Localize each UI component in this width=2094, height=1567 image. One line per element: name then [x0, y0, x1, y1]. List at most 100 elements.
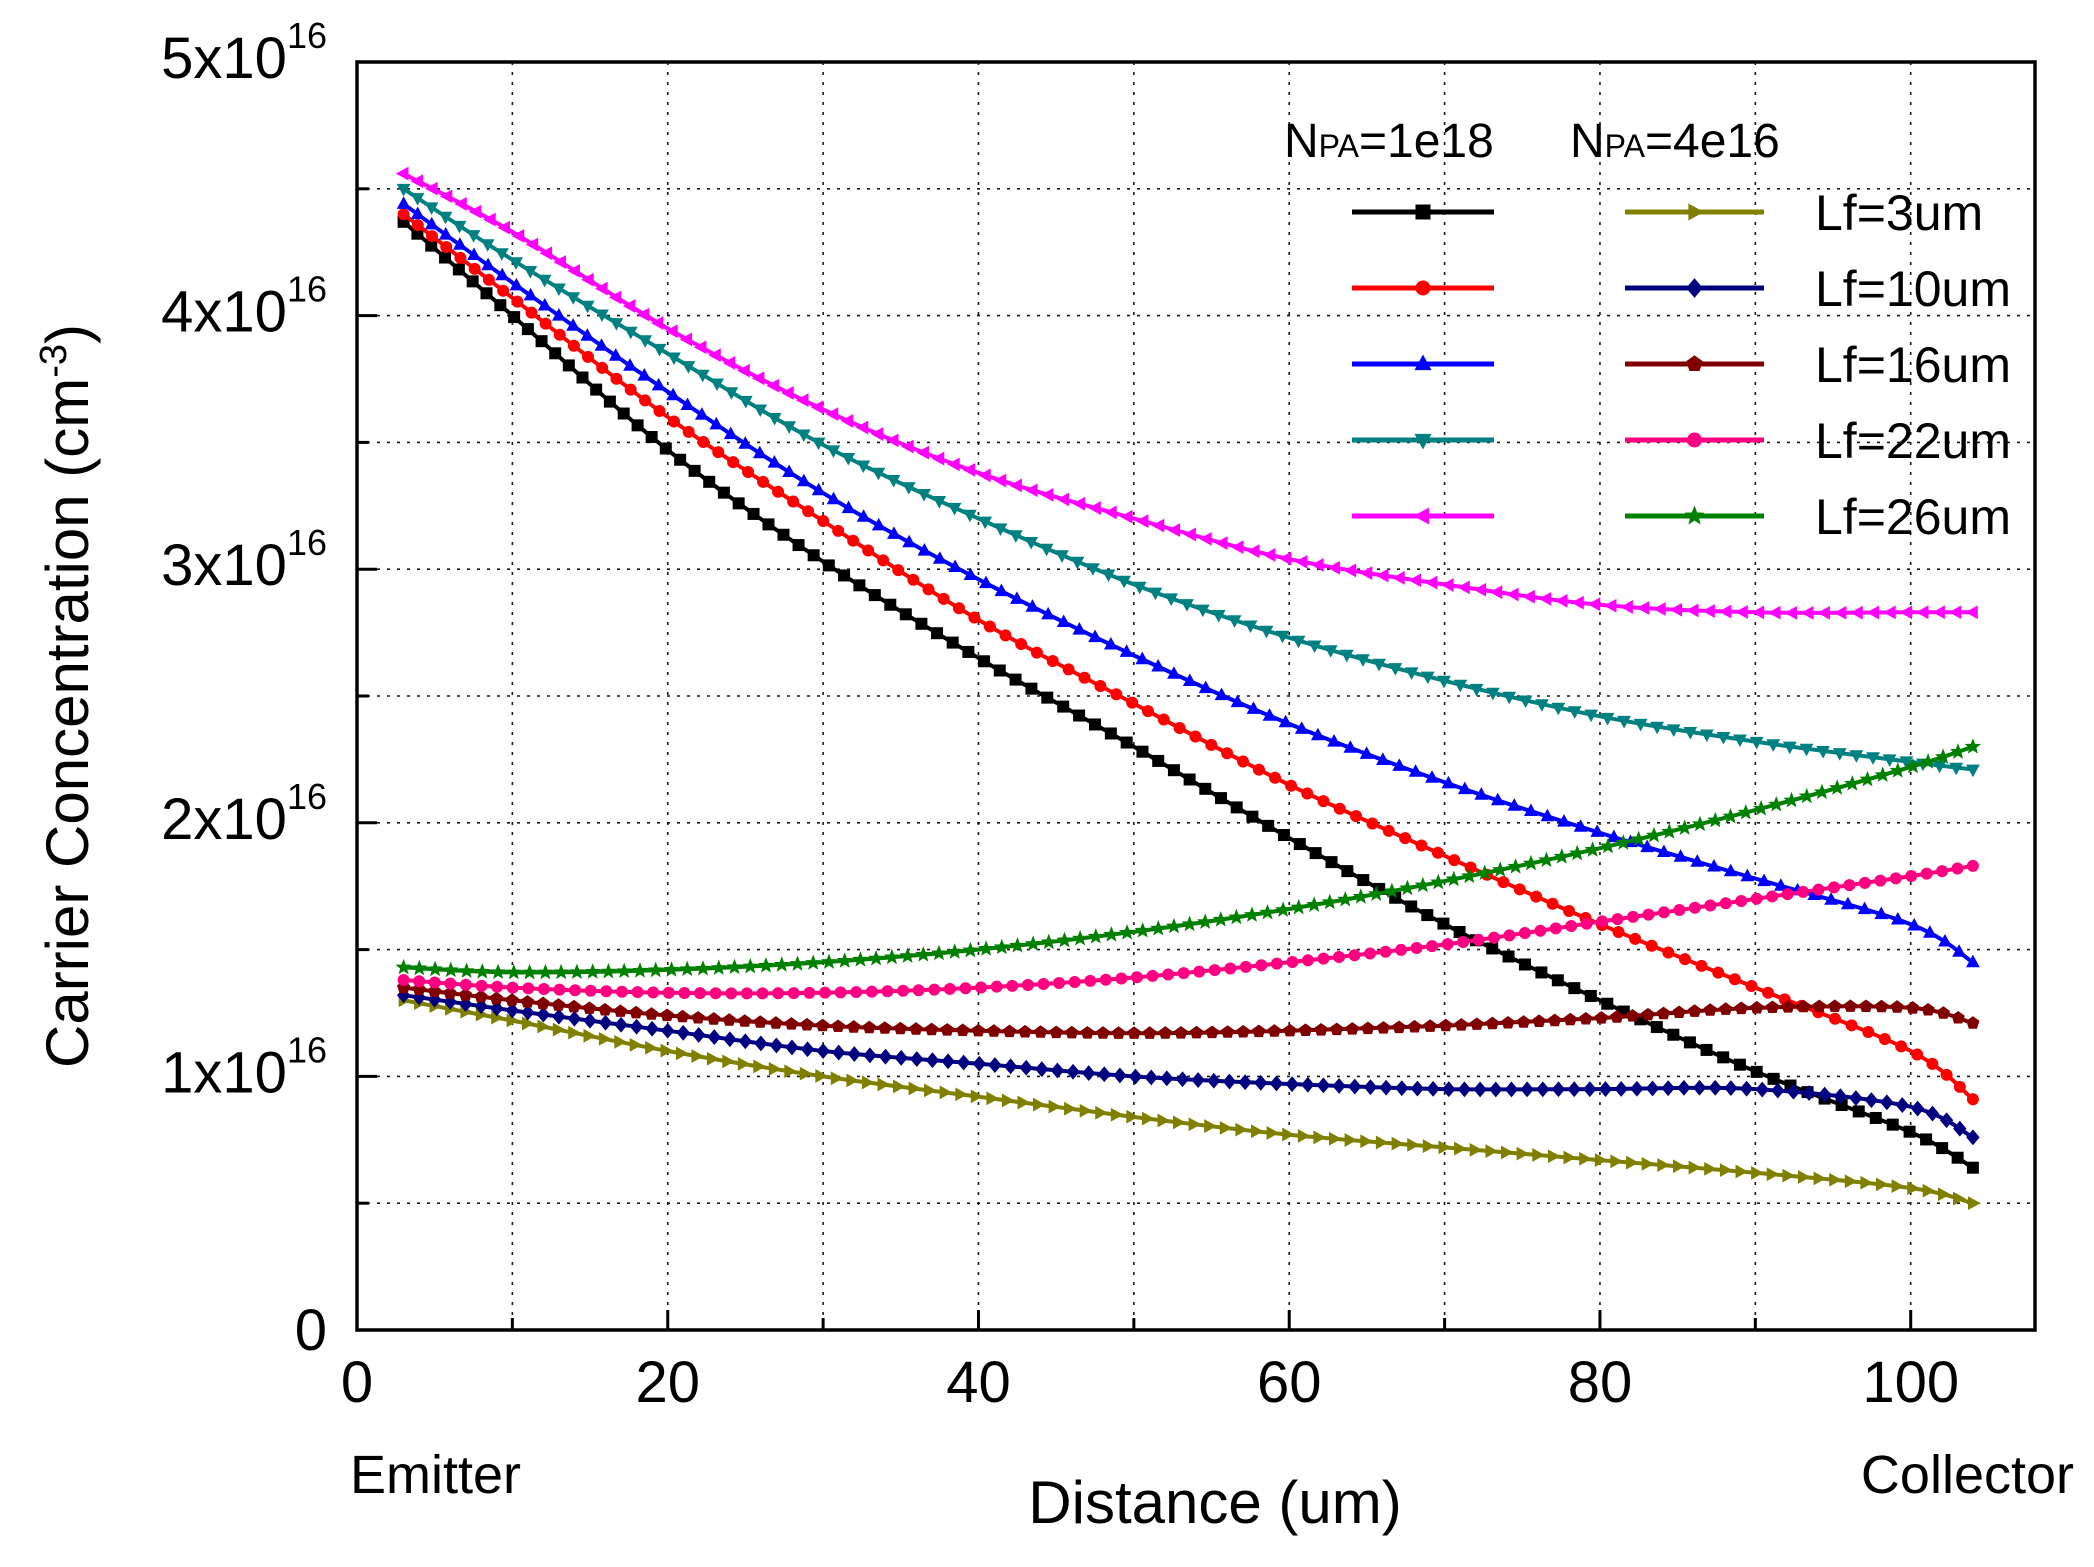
data-point [1773, 878, 1788, 891]
data-point [1341, 865, 1354, 878]
data-point [1880, 1094, 1894, 1111]
data-point [426, 960, 444, 977]
data-point [940, 1023, 954, 1036]
data-point [1360, 1134, 1373, 1149]
data-point [707, 1012, 721, 1025]
data-point [1895, 1040, 1908, 1053]
data-point [994, 583, 1009, 597]
data-point [397, 974, 410, 986]
data-point [553, 255, 566, 269]
data-point [1650, 721, 1665, 735]
data-point [1584, 989, 1597, 1002]
data-point [1569, 844, 1586, 861]
data-point [852, 951, 869, 967]
data-point [410, 206, 425, 220]
data-point [1782, 741, 1797, 755]
series-line [402, 171, 1973, 615]
data-point [978, 655, 991, 668]
data-point [1603, 598, 1617, 613]
series-3 [396, 196, 1980, 968]
data-point [1953, 1191, 1966, 1206]
data-point [1352, 888, 1369, 904]
data-point [1110, 688, 1123, 701]
x-tick-label: 100 [1862, 1350, 1959, 1415]
data-point [1766, 1167, 1780, 1182]
data-point [932, 551, 947, 564]
data-point [1359, 746, 1374, 759]
data-point [1204, 1119, 1217, 1133]
data-point [910, 1051, 924, 1067]
data-point [1594, 1011, 1608, 1024]
data-point [537, 1019, 550, 1034]
data-point [832, 1044, 846, 1061]
data-point [1375, 568, 1389, 583]
data-point [1781, 1000, 1795, 1013]
data-point [767, 413, 782, 426]
data-point [1104, 727, 1117, 740]
data-point [551, 998, 566, 1011]
legend-swatch-marker [1414, 433, 1432, 450]
data-point [581, 272, 594, 287]
data-point [1118, 924, 1136, 940]
data-point [674, 453, 687, 466]
data-point [466, 230, 481, 243]
data-point [1189, 1025, 1204, 1039]
data-point [1859, 770, 1876, 787]
data-point [710, 959, 727, 975]
x-axis-collector-label: Collector [1861, 1445, 2074, 1505]
data-point [1866, 605, 1880, 620]
data-point [1453, 679, 1468, 693]
data-point [1598, 1081, 1613, 1097]
data-point [861, 1075, 875, 1090]
data-point [908, 1081, 922, 1096]
data-point [723, 1031, 737, 1048]
data-point [1199, 782, 1212, 795]
data-point [1078, 671, 1091, 684]
data-point [1532, 1148, 1545, 1162]
data-point [1812, 883, 1825, 896]
data-point [567, 999, 581, 1013]
data-point [1344, 1133, 1358, 1147]
y-tick-label: 0 [295, 1298, 327, 1363]
data-point [1936, 865, 1949, 878]
data-point [1683, 727, 1698, 740]
data-point [1669, 602, 1683, 617]
data-point [1716, 732, 1731, 745]
data-point [639, 394, 652, 407]
data-point [726, 958, 743, 975]
data-point [962, 462, 976, 477]
data-point [1951, 1151, 1964, 1164]
data-point [1568, 982, 1581, 995]
data-point [834, 986, 847, 999]
legend-header-rest: =1e18 [1359, 115, 1494, 168]
data-point [454, 251, 467, 264]
data-point [1343, 563, 1357, 578]
data-point [1015, 638, 1028, 651]
data-point [1692, 1079, 1707, 1096]
data-point [629, 1005, 643, 1019]
y-axis-title-text: Carrier Concentration (cm [34, 378, 101, 1068]
legend-swatch-marker [1414, 354, 1432, 371]
data-point [816, 1043, 830, 1059]
data-point [443, 986, 457, 999]
data-point [1921, 1002, 1935, 1016]
data-point [1055, 550, 1069, 563]
data-point [1235, 1122, 1248, 1137]
data-point [1766, 739, 1781, 752]
data-point [568, 1025, 581, 1040]
data-point [1243, 906, 1261, 922]
data-point [1021, 978, 1034, 991]
data-point [1066, 1063, 1080, 1080]
data-point [1103, 636, 1118, 650]
data-point [1253, 763, 1266, 776]
data-point [1784, 605, 1798, 620]
data-point [1899, 756, 1914, 769]
data-point [1828, 1012, 1841, 1025]
data-point [1812, 999, 1826, 1013]
data-point [1282, 1127, 1295, 1142]
data-point [1339, 649, 1354, 663]
data-point [1551, 1081, 1566, 1098]
y-tick-label: 4x1016 [161, 269, 327, 345]
data-point [840, 414, 854, 428]
data-point [1421, 909, 1434, 922]
